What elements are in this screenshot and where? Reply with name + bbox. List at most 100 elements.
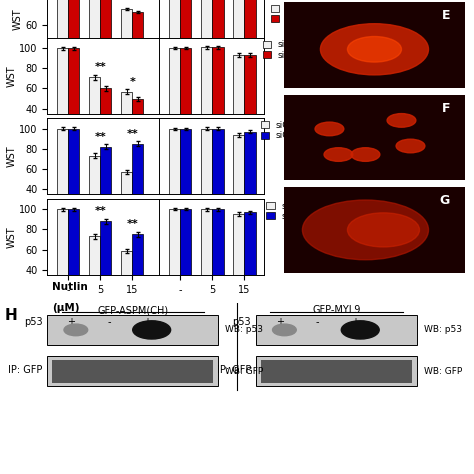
Bar: [233, 135, 244, 230]
Bar: [132, 144, 144, 230]
Ellipse shape: [64, 324, 88, 336]
Bar: [121, 251, 132, 310]
Circle shape: [387, 114, 416, 127]
Y-axis label: WST: WST: [13, 8, 23, 30]
Bar: [169, 48, 180, 149]
Text: GFP-MYL9: GFP-MYL9: [312, 305, 361, 315]
Text: -: -: [316, 317, 319, 327]
Bar: [180, 0, 191, 38]
Text: WB: GFP: WB: GFP: [225, 367, 264, 376]
Text: GFP-ASPM(CH): GFP-ASPM(CH): [97, 305, 168, 315]
Circle shape: [315, 122, 344, 136]
Bar: [89, 0, 100, 38]
Bar: [89, 237, 100, 310]
Bar: [180, 128, 191, 230]
Bar: [68, 128, 80, 230]
Bar: [244, 212, 255, 310]
Text: H: H: [5, 309, 18, 323]
Text: F: F: [442, 101, 450, 115]
Legend: siCTRL, siSPSB1: siCTRL, siSPSB1: [264, 200, 319, 223]
Text: **: **: [127, 219, 138, 229]
Bar: [68, 48, 80, 149]
Text: WB: p53: WB: p53: [424, 326, 462, 334]
Bar: [201, 0, 212, 38]
Bar: [100, 221, 111, 310]
Text: **: **: [94, 206, 106, 216]
Circle shape: [347, 36, 401, 62]
Bar: [89, 77, 100, 149]
Bar: [68, 0, 80, 38]
Legend: siCTRL, siMYL9: siCTRL, siMYL9: [269, 3, 319, 26]
Bar: [244, 55, 255, 149]
Bar: [212, 209, 224, 310]
Text: Nutlin: Nutlin: [52, 282, 88, 292]
Circle shape: [351, 148, 380, 161]
Bar: [201, 128, 212, 230]
Bar: [201, 209, 212, 310]
Text: +: +: [143, 317, 151, 327]
Bar: [256, 356, 417, 386]
Text: +: +: [352, 317, 359, 327]
Text: **: **: [94, 132, 106, 142]
Circle shape: [302, 200, 428, 260]
Ellipse shape: [341, 321, 379, 339]
Y-axis label: WST: WST: [7, 65, 17, 87]
Legend: siCTRL, siDAB2IP: siCTRL, siDAB2IP: [261, 39, 319, 62]
Bar: [244, 132, 255, 230]
Bar: [121, 91, 132, 149]
Bar: [100, 147, 111, 230]
Bar: [180, 48, 191, 149]
Ellipse shape: [273, 324, 296, 336]
Text: p53: p53: [24, 317, 43, 327]
Text: *: *: [129, 77, 135, 87]
Bar: [256, 315, 417, 345]
Circle shape: [396, 139, 425, 153]
Bar: [201, 47, 212, 149]
Legend: siCTRL, siGTPBP4: siCTRL, siGTPBP4: [259, 119, 319, 142]
Bar: [244, 0, 255, 38]
Bar: [100, 0, 111, 38]
Bar: [57, 48, 68, 149]
Text: -: -: [107, 317, 111, 327]
Bar: [212, 0, 224, 38]
Bar: [57, 209, 68, 310]
Bar: [89, 156, 100, 230]
Bar: [47, 356, 218, 386]
Bar: [169, 128, 180, 230]
Bar: [233, 55, 244, 149]
Text: G: G: [440, 194, 450, 207]
Text: E: E: [442, 9, 450, 22]
Text: IP: GFP: IP: GFP: [217, 365, 251, 375]
Bar: [57, 0, 68, 38]
Text: +: +: [276, 317, 283, 327]
Bar: [68, 209, 80, 310]
Circle shape: [324, 148, 353, 161]
Text: **: **: [127, 129, 138, 139]
Bar: [121, 9, 132, 38]
Bar: [261, 360, 412, 383]
Circle shape: [320, 24, 428, 75]
Bar: [212, 128, 224, 230]
Text: (μM): (μM): [52, 303, 80, 313]
Y-axis label: WST: WST: [7, 226, 17, 248]
Bar: [47, 315, 218, 345]
Bar: [100, 89, 111, 149]
Text: WB: GFP: WB: GFP: [424, 367, 463, 376]
Text: **: **: [94, 62, 106, 73]
Bar: [132, 235, 144, 310]
Circle shape: [347, 213, 419, 247]
Bar: [169, 0, 180, 38]
Text: IP: GFP: IP: GFP: [8, 365, 43, 375]
Bar: [233, 214, 244, 310]
Bar: [212, 47, 224, 149]
Ellipse shape: [133, 321, 171, 339]
Text: +: +: [67, 317, 75, 327]
Bar: [233, 0, 244, 38]
Bar: [121, 172, 132, 230]
Text: p53: p53: [233, 317, 251, 327]
Y-axis label: WST: WST: [7, 146, 17, 167]
Bar: [132, 12, 144, 38]
Text: WB: p53: WB: p53: [225, 326, 263, 334]
Bar: [169, 209, 180, 310]
Bar: [132, 99, 144, 149]
